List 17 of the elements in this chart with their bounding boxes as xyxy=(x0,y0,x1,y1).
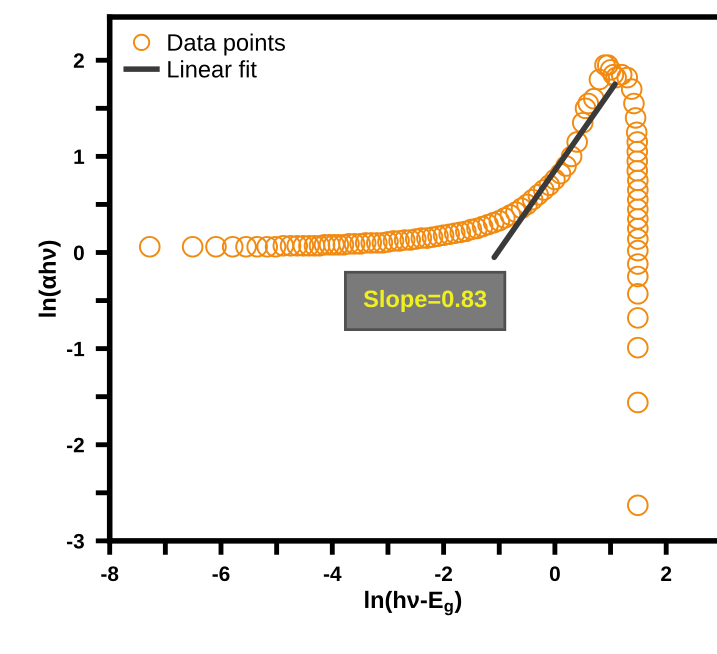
y-tick-label: -1 xyxy=(66,342,84,356)
y-tick-label: 0 xyxy=(74,246,84,260)
x-tick-label: -4 xyxy=(324,566,342,581)
y-tick-label: 2 xyxy=(74,53,84,68)
y-tick-label: -3 xyxy=(66,534,84,549)
x-tick-label: 2 xyxy=(661,566,672,581)
legend-label: Data points xyxy=(168,34,285,56)
x-axis-title: ln(hν-E$_{g}$) xyxy=(365,590,462,616)
x-tick-label: -6 xyxy=(212,566,230,582)
x-tick-label: -2 xyxy=(435,566,452,581)
legend-label: Linear fit xyxy=(168,60,257,78)
y-axis-title: ln(αhν) xyxy=(38,240,61,317)
y-tick-label: -2 xyxy=(66,438,84,452)
x-tick-label: -8 xyxy=(101,566,118,582)
annotation: Slope=0.83 xyxy=(364,290,486,312)
y-tick-label: 1 xyxy=(74,150,84,164)
x-tick-label: 0 xyxy=(550,566,560,582)
